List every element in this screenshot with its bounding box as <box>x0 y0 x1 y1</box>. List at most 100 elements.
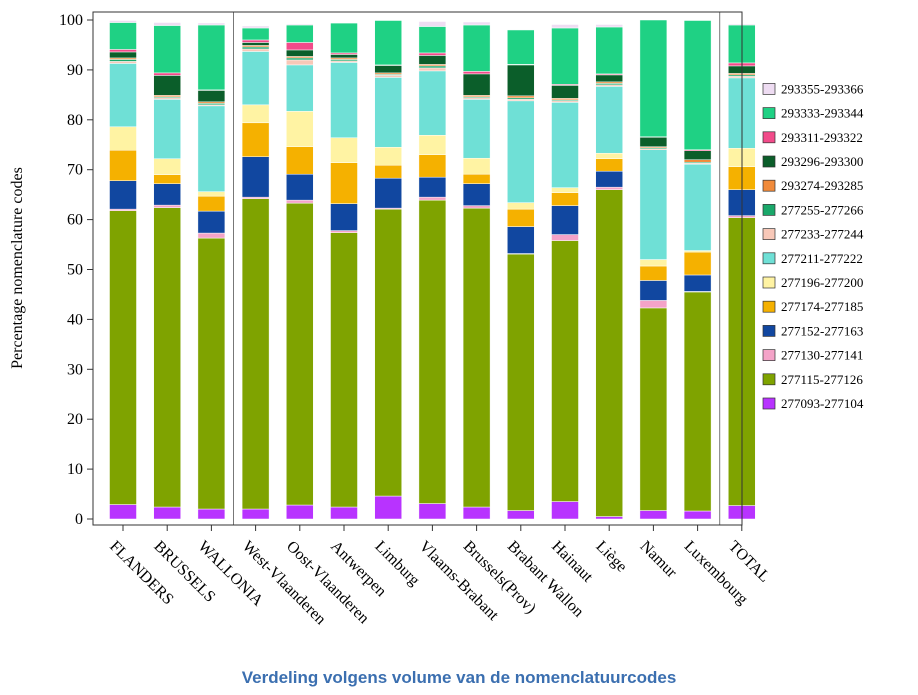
bar-segment <box>462 205 491 209</box>
bar-segment <box>197 105 226 192</box>
bar-segment <box>109 63 137 128</box>
x-tick-label: Vlaams-Brabant <box>416 538 503 625</box>
bar-segment <box>241 25 270 29</box>
bar-segment <box>639 137 668 147</box>
chart-caption: Verdeling volgens volume van de nomencla… <box>241 668 677 687</box>
legend-swatch <box>762 107 776 119</box>
legend-label: 277115-277126 <box>781 372 863 387</box>
y-tick-label: 10 <box>67 461 83 478</box>
bar-segment <box>418 176 447 198</box>
bar-segment <box>286 146 314 175</box>
bar-segment <box>683 150 712 160</box>
bar-segment <box>595 24 623 28</box>
bar-segment <box>153 174 181 184</box>
bar-segment <box>286 111 314 147</box>
bar-segment <box>330 137 358 163</box>
legend-swatch <box>762 179 776 192</box>
bar-segment <box>595 186 623 190</box>
bar-segment <box>153 183 181 206</box>
bar-segment <box>595 189 623 517</box>
bar-segment <box>197 237 226 510</box>
bar-segment <box>286 42 314 51</box>
bar-segment <box>551 192 579 206</box>
bar-segment <box>551 240 579 502</box>
bar-segment <box>507 226 535 254</box>
bar-segment <box>462 24 491 72</box>
bar-segment <box>241 27 270 41</box>
bar-segment <box>197 191 226 197</box>
bar-segment <box>330 232 358 508</box>
plot-frame <box>92 11 743 526</box>
bar-segment <box>374 147 402 166</box>
bar-segment <box>639 300 668 309</box>
bar-segment <box>241 46 270 50</box>
bar-segment <box>374 77 402 148</box>
bar-segment <box>418 199 447 504</box>
y-tick-label: 60 <box>67 212 83 229</box>
bar-segment <box>639 19 668 138</box>
bar-segment <box>639 149 668 260</box>
bar-segment <box>109 49 137 53</box>
bar-segment <box>286 504 314 520</box>
bar-segment <box>109 126 137 151</box>
bar-segment <box>683 291 712 512</box>
y-tick-label: 70 <box>67 162 83 179</box>
bar-segment <box>551 85 579 99</box>
bar-segment <box>153 72 181 76</box>
y-tick-label: 100 <box>59 12 83 29</box>
bar-segment <box>683 510 712 520</box>
bar-segment <box>639 307 668 511</box>
legend-label: 277174-277185 <box>781 299 863 314</box>
bar-segment <box>418 196 447 201</box>
bar-segment <box>683 20 712 150</box>
legend-label: 277211-277222 <box>781 251 863 266</box>
bar-segment <box>507 100 535 203</box>
bar-segment <box>639 259 668 267</box>
legend-label: 293333-293344 <box>781 106 864 121</box>
bar-segment <box>330 506 358 520</box>
bar-segment <box>330 162 358 204</box>
bar-segment <box>462 157 491 175</box>
bar-segment <box>418 55 447 65</box>
group-separators <box>233 12 721 525</box>
legend-label: 293311-293322 <box>781 130 863 145</box>
bar-segment <box>153 207 181 508</box>
bar-segment <box>418 67 447 72</box>
bar-segment <box>462 21 491 26</box>
bar-segment <box>197 232 226 239</box>
legend-label: 277130-277141 <box>781 348 863 363</box>
bar-segment <box>153 204 181 208</box>
bar-segment <box>109 20 137 23</box>
legend-swatch <box>762 325 776 337</box>
bar-segment <box>241 198 270 510</box>
bar-segment <box>507 208 535 227</box>
bar-segment <box>197 90 226 103</box>
bar-segment <box>153 25 181 74</box>
bar-segment <box>507 202 535 210</box>
bar-segment <box>197 210 226 234</box>
bar-segment <box>462 207 491 508</box>
y-tick-label: 20 <box>67 411 83 428</box>
bar-segment <box>330 22 358 54</box>
bar-segment <box>241 508 270 520</box>
bar-segment <box>109 22 137 50</box>
bar-segment <box>286 57 314 61</box>
bar-segment <box>595 158 623 172</box>
bar-segment <box>639 280 668 301</box>
bar-segment <box>153 22 181 26</box>
bar-segment <box>197 22 226 26</box>
legend-label: 277152-277163 <box>781 323 863 338</box>
legend-label: 293355-293366 <box>781 81 864 96</box>
bar-segment <box>595 86 623 154</box>
bar-segment <box>241 122 270 157</box>
bar-segment <box>595 26 623 75</box>
legend-swatch <box>762 252 776 265</box>
bar-segment <box>109 59 137 62</box>
bar-segment <box>153 506 181 520</box>
bar-segment <box>330 203 358 231</box>
bar-segment <box>639 510 668 520</box>
bar-segment <box>374 495 402 520</box>
y-tick-label: 40 <box>67 311 83 328</box>
bar-segment <box>286 59 314 66</box>
bar-segment <box>418 503 447 520</box>
